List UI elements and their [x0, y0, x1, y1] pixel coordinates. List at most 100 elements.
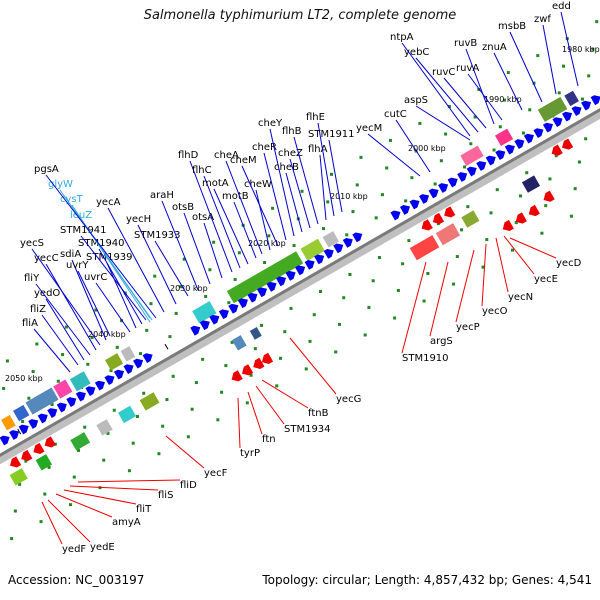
- kbp-tick-label: 1980 kbp: [562, 45, 600, 54]
- reverse-gene-label: yecN: [508, 292, 533, 303]
- track-dot: [283, 330, 287, 334]
- track-dot: [245, 401, 249, 405]
- feature-block: [435, 223, 461, 246]
- leader-line: [45, 263, 97, 351]
- track-dot: [83, 425, 87, 429]
- forward-gene-label: flhE: [306, 112, 325, 123]
- kbp-tick-label: 1990 kbp: [484, 95, 522, 104]
- track-dot: [208, 268, 212, 272]
- forward-gene-label: cysT: [60, 194, 84, 205]
- track-dot: [584, 137, 588, 141]
- track-dot: [426, 272, 430, 276]
- leader-line: [55, 493, 113, 518]
- forward-gene-label: flhC: [192, 165, 212, 176]
- map-title: Salmonella typhimurium LT2, complete gen…: [143, 8, 457, 23]
- reverse-cds-arrow: [502, 219, 514, 232]
- track-dot: [481, 265, 485, 269]
- forward-gene-label: cheB: [274, 162, 299, 173]
- forward-cds-arrow: [104, 375, 115, 386]
- track-dot: [591, 47, 595, 51]
- leader-line: [106, 262, 137, 329]
- leader-line: [161, 200, 199, 291]
- forward-cds-arrow: [199, 320, 210, 331]
- forward-cds-arrow: [533, 128, 544, 139]
- track-dot: [237, 251, 241, 255]
- track-dot: [330, 172, 334, 176]
- leader-line: [503, 235, 535, 275]
- track-dot: [292, 244, 296, 248]
- track-dot: [127, 469, 131, 473]
- track-dot: [10, 537, 14, 541]
- track-dot: [595, 20, 599, 24]
- track-dot: [463, 165, 467, 169]
- kbp-tick-label: 2040 kbp: [88, 330, 126, 339]
- track-dot: [587, 74, 591, 78]
- track-dot: [447, 104, 451, 108]
- forward-cds-arrow: [295, 265, 306, 276]
- forward-gene-label: sdiA: [60, 249, 81, 260]
- forward-cds-arrow: [399, 205, 411, 215]
- leader-line: [542, 24, 557, 95]
- track-dot: [289, 306, 293, 310]
- forward-cds-arrow: [419, 194, 430, 204]
- track-dot: [410, 176, 414, 180]
- leader-line: [154, 240, 189, 297]
- reverse-gene-label: amyA: [112, 517, 141, 528]
- reverse-gene-label: fliS: [158, 490, 173, 501]
- track-dot: [171, 374, 175, 378]
- reverse-gene-label: yecD: [556, 258, 582, 269]
- track-dot: [135, 414, 139, 418]
- forward-cds-arrow: [190, 325, 201, 336]
- track-dot: [308, 339, 312, 343]
- leader-line: [263, 152, 287, 241]
- leader-line: [415, 57, 479, 133]
- forward-gene-label: ruvA: [456, 63, 479, 74]
- leader-line: [285, 172, 303, 233]
- feature-block: [96, 419, 113, 436]
- track-dot: [50, 402, 54, 406]
- backbone-line: [0, 108, 600, 457]
- track-dot: [233, 277, 237, 281]
- leader-line: [317, 122, 335, 217]
- leader-line: [455, 249, 475, 323]
- reverse-gene-label: fliT: [136, 504, 152, 515]
- leader-line: [443, 77, 487, 129]
- feature-block: [9, 468, 28, 486]
- forward-cds-arrow: [495, 150, 506, 160]
- forward-cds-arrow: [276, 276, 287, 287]
- leader-line: [41, 314, 79, 366]
- leader-line: [319, 154, 327, 221]
- feature-block: [461, 210, 480, 228]
- forward-cds-arrow: [447, 177, 458, 188]
- forward-cds-arrow: [0, 435, 10, 446]
- track-dot: [35, 342, 39, 346]
- forward-cds-arrow: [523, 133, 534, 144]
- forward-cds-arrow: [562, 111, 573, 122]
- track-dot: [580, 97, 584, 101]
- track-dot: [153, 274, 157, 278]
- track-dot: [204, 294, 208, 298]
- forward-gene-label: otsA: [192, 212, 214, 223]
- reverse-gene-label: ftn: [262, 434, 276, 445]
- leader-line: [71, 259, 107, 341]
- track-dot: [385, 166, 389, 170]
- forward-cds-arrow: [466, 166, 477, 177]
- feature-block: [69, 371, 91, 392]
- forward-gene-label: STM1941: [60, 225, 107, 236]
- track-dot: [388, 138, 392, 142]
- track-dot: [396, 288, 400, 292]
- track-dot: [249, 373, 253, 377]
- forward-gene-label: ruvC: [432, 67, 455, 78]
- track-dot: [2, 387, 6, 391]
- forward-cds-arrow: [37, 413, 48, 424]
- leader-line: [203, 222, 223, 279]
- track-dot: [165, 398, 169, 402]
- track-dot: [77, 448, 81, 452]
- feature-block: [409, 235, 440, 261]
- kbp-tick-label: 2050 kbp: [5, 374, 43, 383]
- kbp-tick-label: 2000 kbp: [408, 144, 446, 153]
- track-dot: [371, 279, 375, 283]
- track-dot: [514, 221, 518, 225]
- feature-block: [1, 415, 16, 431]
